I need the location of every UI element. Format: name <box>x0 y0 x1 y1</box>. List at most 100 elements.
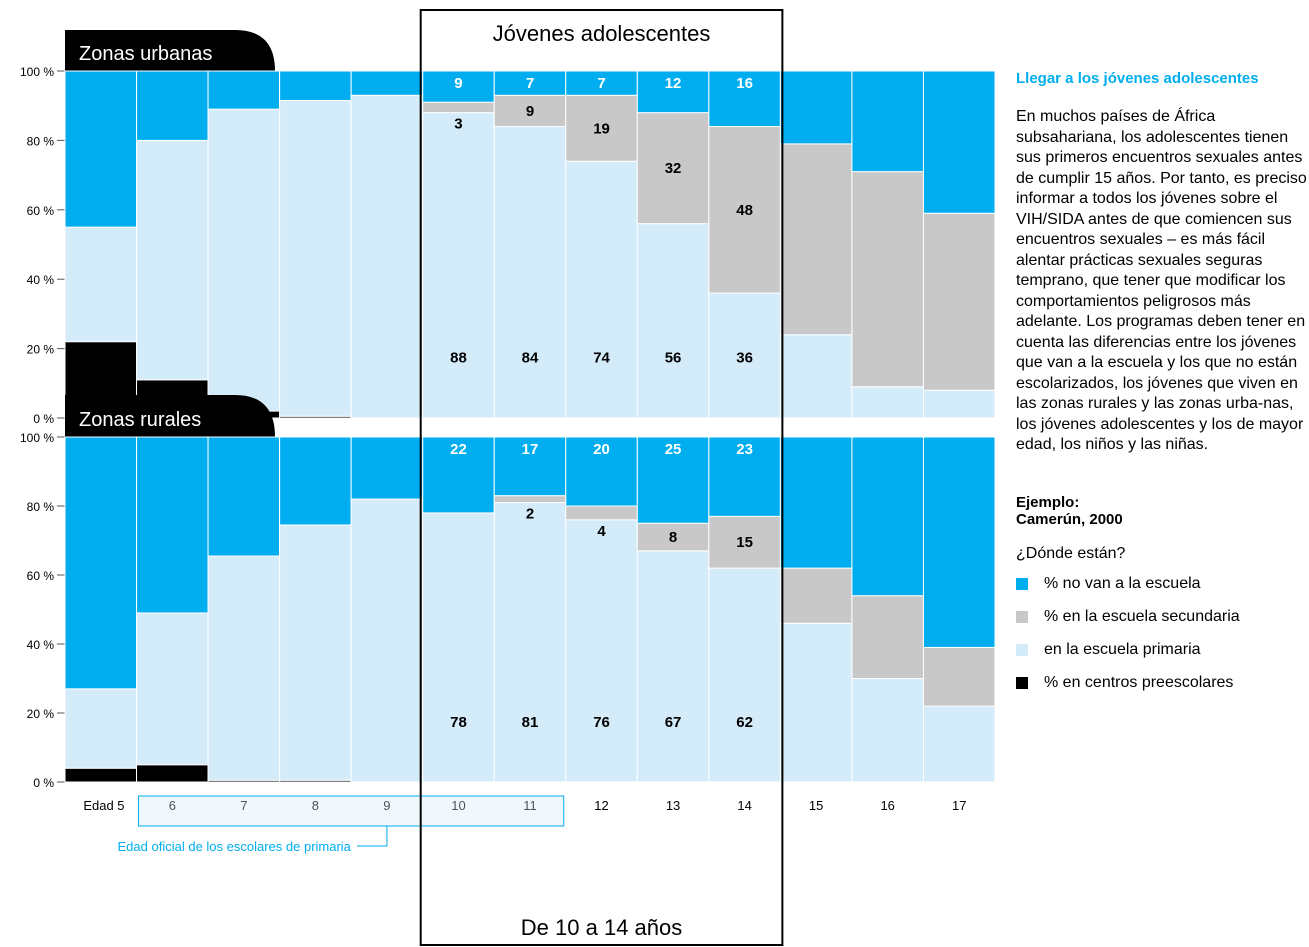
bar-segment <box>64 70 138 228</box>
data-label-no-school: 12 <box>665 75 682 92</box>
bar-segment <box>851 171 924 388</box>
y-tick-label: 80 % <box>27 500 55 514</box>
legend-label-no-school: % no van a la escuela <box>1044 575 1201 592</box>
sidebar-panel: Llegar a los jóvenes adolescentes En muc… <box>1016 70 1309 705</box>
primary-age-label: Edad oficial de los escolares de primari… <box>118 839 352 854</box>
bar-segment <box>422 112 495 419</box>
bar-segment <box>64 436 138 690</box>
bar-segment <box>64 688 138 769</box>
data-label-secondary: 9 <box>526 103 534 120</box>
y-tick-label: 0 % <box>33 412 54 426</box>
bar-segment <box>350 70 424 96</box>
bar-segment <box>136 70 209 141</box>
y-tick-label: 80 % <box>27 134 55 148</box>
bar-segment <box>708 126 781 294</box>
sidebar-paragraph: En muchos países de África subsahariana,… <box>1016 108 1307 453</box>
bar-segment <box>64 226 138 343</box>
data-label-no-school: 23 <box>736 441 753 458</box>
legend-swatch-preschool <box>1016 677 1028 689</box>
data-label-no-school: 9 <box>454 75 462 92</box>
legend-label-secondary: % en la escuela secundaria <box>1044 608 1240 625</box>
x-tick-label: 9 <box>383 798 390 813</box>
bar-segment <box>136 764 209 783</box>
x-tick-label: Edad 5 <box>83 798 124 813</box>
bar-segment <box>422 512 495 783</box>
bar-segment <box>636 436 710 524</box>
legend-title: ¿Dónde están? <box>1016 544 1126 562</box>
x-tick-label: 15 <box>809 798 823 813</box>
legend-item-primary: en la escuela primaria <box>1016 639 1309 662</box>
bar-segment <box>64 767 138 783</box>
data-label-secondary: 48 <box>736 202 753 219</box>
bar-segment <box>493 70 567 96</box>
bar-segment <box>565 505 638 521</box>
y-tick-label: 20 % <box>27 707 55 721</box>
data-label-secondary: 3 <box>454 116 462 133</box>
sidebar-heading: Llegar a los jóvenes adolescentes <box>1016 70 1259 87</box>
primary-age-leader <box>356 826 388 847</box>
bar-segment <box>279 99 352 417</box>
bar-segment <box>922 212 996 391</box>
bar-segment <box>422 101 495 114</box>
data-label-no-school: 16 <box>736 75 753 92</box>
bar-segment <box>779 334 853 419</box>
legend-item-preschool: % en centros preescolares <box>1016 672 1309 695</box>
bar-segment <box>851 386 924 419</box>
data-label-primary: 62 <box>736 714 753 731</box>
bar-segment <box>851 595 924 680</box>
data-label-primary: 88 <box>450 349 467 366</box>
data-label-primary: 67 <box>665 714 682 731</box>
data-label-primary: 81 <box>522 714 539 731</box>
y-tick-label: 100 % <box>20 431 54 445</box>
data-label-no-school: 7 <box>526 75 534 92</box>
highlight-title: Jóvenes adolescentes <box>493 21 711 46</box>
bar-segment <box>708 292 781 419</box>
x-tick-label: 13 <box>666 798 680 813</box>
x-tick-label: 10 <box>451 798 465 813</box>
data-label-secondary: 32 <box>665 160 682 177</box>
bar-segment <box>279 70 352 101</box>
bar-segment <box>350 498 424 783</box>
bar-segment <box>708 70 781 128</box>
bar-segment <box>851 436 924 597</box>
data-label-no-school: 7 <box>597 75 605 92</box>
bar-segment <box>922 436 996 648</box>
bar-segment <box>851 678 924 783</box>
highlight-footer: De 10 a 14 años <box>521 915 682 940</box>
bar-segment <box>922 646 996 707</box>
x-tick-label: 8 <box>312 798 319 813</box>
data-label-no-school: 20 <box>593 441 610 458</box>
bar-segment <box>922 70 996 214</box>
data-label-no-school: 22 <box>450 441 467 458</box>
data-label-no-school: 25 <box>665 441 682 458</box>
bar-segment <box>708 567 781 783</box>
bar-segment <box>493 126 567 419</box>
bar-segment <box>350 436 424 500</box>
chart-0: Zonas urbanas 0 % 20 % 40 % 60 % 80 % 100 % 9 3 8… <box>20 30 996 449</box>
example-country-year: Camerún, 2000 <box>1016 510 1123 528</box>
x-tick-label: 12 <box>594 798 608 813</box>
y-tick-label: 0 % <box>33 776 54 790</box>
bar-segment <box>207 555 281 781</box>
bar-segment <box>422 436 495 514</box>
bar-segment <box>708 515 781 569</box>
data-label-primary: 76 <box>593 714 610 731</box>
bar-segment <box>207 108 281 412</box>
x-tick-label: 6 <box>169 798 176 813</box>
example-label: Ejemplo: <box>1016 493 1080 511</box>
data-label-secondary: 19 <box>593 120 610 137</box>
x-tick-label: 7 <box>240 798 247 813</box>
y-tick-label: 20 % <box>27 343 55 357</box>
y-tick-label: 40 % <box>27 638 55 652</box>
legend-swatch-primary <box>1016 644 1028 656</box>
bar-segment <box>279 436 352 526</box>
bar-segment <box>207 70 281 110</box>
legend-swatch-secondary <box>1016 611 1028 623</box>
bar-segment <box>493 495 567 504</box>
bar-segment <box>922 705 996 783</box>
bar-segment <box>779 70 853 145</box>
data-label-primary: 78 <box>450 714 467 731</box>
x-tick-label: 16 <box>880 798 894 813</box>
